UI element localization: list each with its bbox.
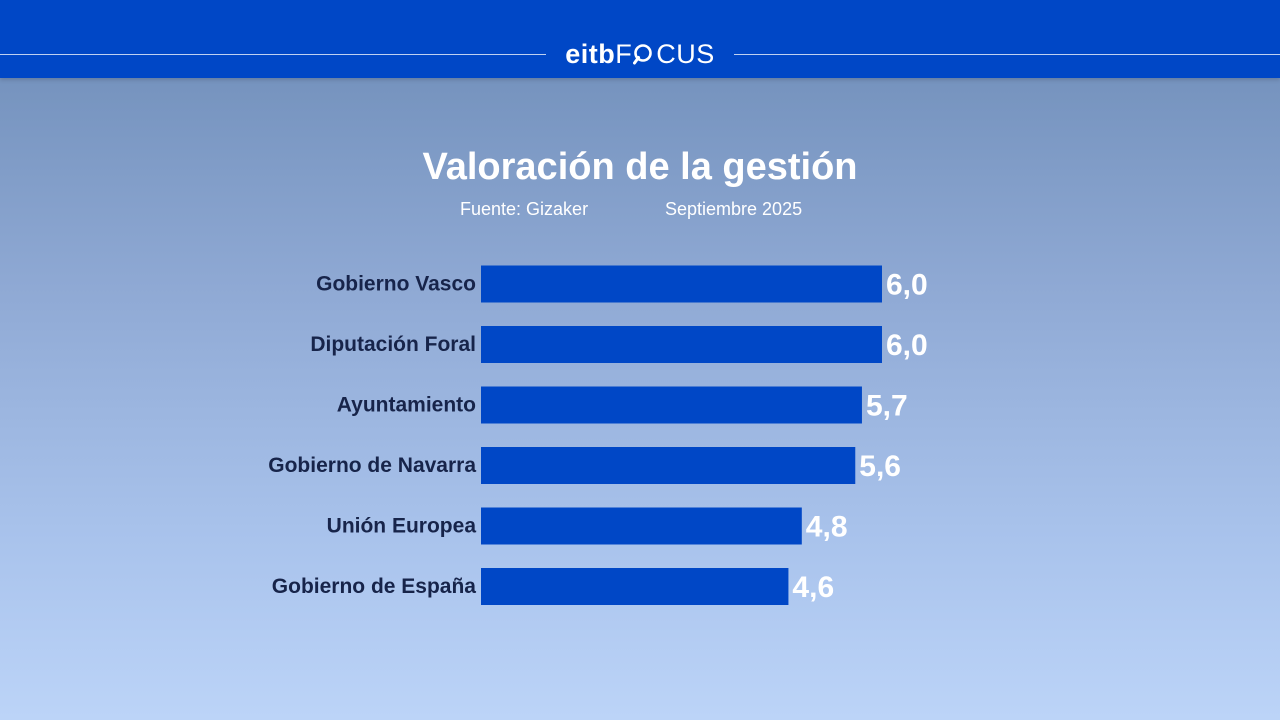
brand-logo-secondary-start: F bbox=[615, 38, 633, 69]
value-label-3: 5,6 bbox=[859, 450, 901, 483]
bar-2 bbox=[481, 386, 862, 424]
header-bar: eitb F CUS bbox=[0, 0, 1280, 78]
category-label-3: Gobierno de Navarra bbox=[268, 454, 476, 477]
chart-title: Valoración de la gestión bbox=[422, 146, 858, 188]
magnifier-icon bbox=[633, 44, 653, 65]
brand-logo-secondary: F CUS bbox=[615, 39, 715, 70]
header-rule-left bbox=[0, 54, 546, 55]
chart-date: Septiembre 2025 bbox=[665, 199, 803, 219]
brand-logo-secondary-end: CUS bbox=[656, 38, 715, 69]
bar-4 bbox=[481, 507, 802, 545]
category-label-4: Unión Europea bbox=[327, 515, 477, 538]
category-label-1: Diputación Foral bbox=[310, 333, 476, 356]
value-label-1: 6,0 bbox=[886, 329, 928, 362]
category-label-0: Gobierno Vasco bbox=[316, 273, 476, 296]
value-label-2: 5,7 bbox=[866, 390, 908, 423]
value-label-0: 6,0 bbox=[886, 269, 928, 302]
brand-logo-primary: eitb bbox=[565, 38, 616, 69]
header-rule-right bbox=[734, 54, 1280, 55]
value-label-4: 4,8 bbox=[806, 511, 848, 544]
category-label-2: Ayuntamiento bbox=[337, 394, 476, 417]
bar-3 bbox=[481, 447, 856, 484]
category-label-5: Gobierno de España bbox=[272, 575, 477, 598]
chart-source: Fuente: Gizaker bbox=[460, 199, 589, 219]
bar-5 bbox=[481, 568, 789, 605]
value-label-5: 4,6 bbox=[792, 571, 834, 604]
bar-1 bbox=[481, 326, 882, 363]
brand-logo[interactable]: eitb F CUS bbox=[546, 36, 734, 72]
bar-0 bbox=[481, 265, 882, 303]
